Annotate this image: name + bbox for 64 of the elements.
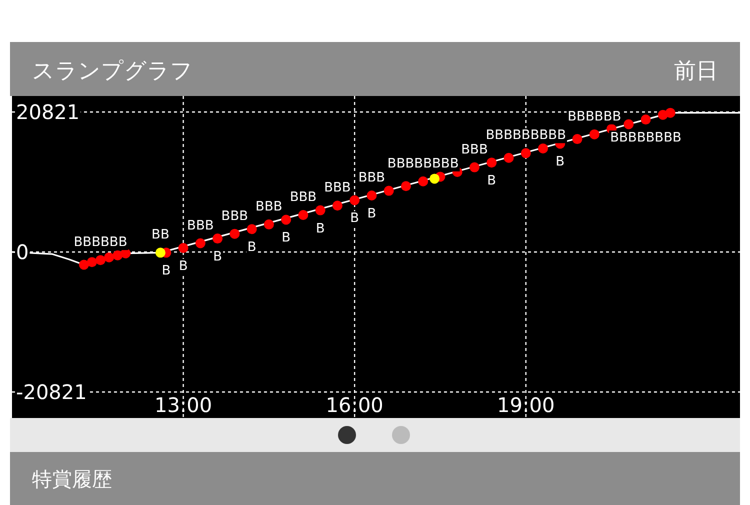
point — [624, 119, 634, 130]
point — [178, 242, 188, 253]
point — [315, 205, 326, 216]
point — [212, 234, 223, 244]
annotation: BBB — [256, 199, 282, 214]
annotation: B — [178, 258, 188, 274]
point — [332, 200, 342, 211]
point — [350, 195, 360, 206]
point — [572, 134, 582, 144]
annotation: B — [350, 211, 360, 226]
annotation: B — [162, 264, 171, 279]
annotation: BBB — [358, 170, 386, 186]
point — [589, 129, 600, 140]
point — [195, 238, 206, 248]
point — [384, 186, 394, 196]
point — [469, 162, 480, 172]
point — [520, 148, 531, 158]
point — [640, 114, 651, 125]
point — [281, 214, 292, 225]
text: 特賞履歴 — [32, 467, 112, 491]
point — [504, 152, 514, 163]
annotation: BBB — [290, 190, 317, 206]
x-tick-label: 16:00 — [326, 393, 384, 417]
point — [430, 174, 440, 184]
annotation: BBBBBBBB — [610, 130, 682, 146]
annotation: BBBBBBBBB — [486, 128, 566, 144]
annotation: B — [213, 250, 222, 265]
point — [400, 181, 411, 192]
point — [155, 248, 166, 258]
y-tick-label: -20821 — [16, 380, 87, 404]
annotation: B — [316, 221, 325, 236]
point — [96, 255, 106, 266]
annotation: BBB — [187, 218, 214, 234]
point — [366, 190, 377, 201]
annotation: BBB — [221, 208, 248, 224]
chart-title: スランプグラフ — [32, 59, 193, 84]
annotation: B — [487, 174, 496, 189]
annotation: B — [367, 206, 376, 222]
point — [264, 219, 274, 230]
x-tick-label: 13:00 — [154, 393, 212, 417]
point — [230, 228, 240, 239]
point — [246, 224, 257, 234]
x-tick-label: 19:00 — [497, 393, 555, 417]
annotation: B — [556, 154, 565, 170]
annotation: BBBBBB — [74, 235, 128, 250]
annotation: BB — [152, 228, 170, 243]
annotation: BBB — [461, 142, 488, 158]
point — [104, 252, 114, 262]
chart-subtitle: 前日 — [674, 59, 718, 84]
point — [486, 158, 497, 168]
annotation: B — [282, 230, 291, 246]
annotation: B — [247, 240, 256, 256]
point — [665, 108, 676, 118]
point — [86, 257, 97, 268]
annotation: BBBBBB — [568, 109, 622, 124]
y-tick-label: 0 — [16, 240, 29, 264]
annotation: BBB — [324, 180, 351, 196]
point — [112, 250, 123, 260]
point — [298, 210, 308, 220]
point — [538, 143, 548, 154]
point — [418, 176, 428, 186]
point — [78, 260, 89, 270]
annotation: BBBBBBBB — [387, 156, 459, 172]
y-tick-label: 20821 — [16, 100, 80, 124]
